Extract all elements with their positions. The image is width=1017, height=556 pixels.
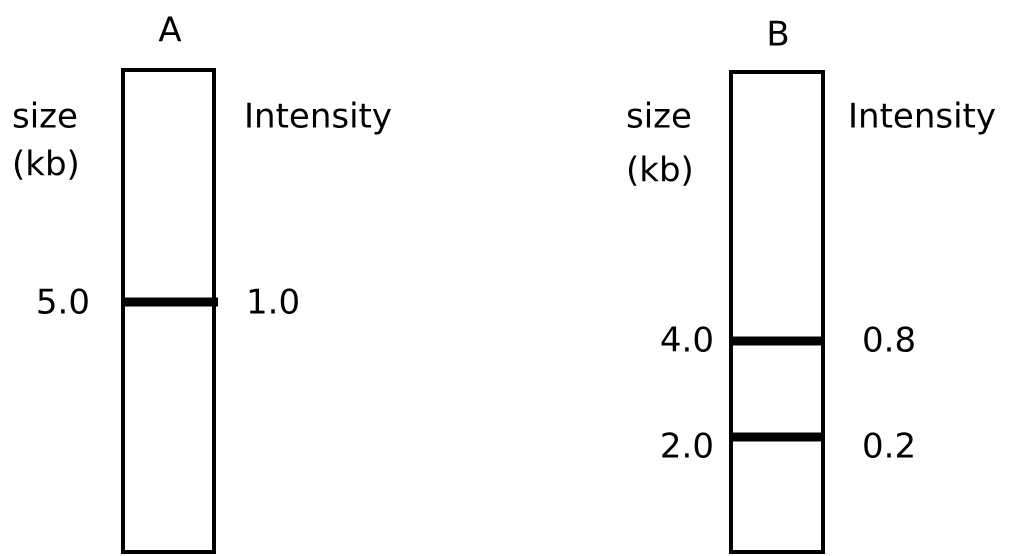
lane [123,70,214,552]
lane-title: B [766,15,789,55]
lane-title: A [158,11,181,51]
gel-diagram: A size (kb) Intensity 5.0 1.0 B size (kb… [0,0,1017,556]
intensity-header: Intensity [244,97,392,137]
size-unit: (kb) [12,145,80,185]
size-header: size [626,97,692,137]
band-size: 2.0 [660,427,714,467]
size-unit: (kb) [626,151,694,191]
band-intensity: 0.2 [862,427,916,467]
band-size: 4.0 [660,321,714,361]
lane [731,72,823,552]
band-intensity: 1.0 [246,283,300,323]
band-size: 5.0 [36,283,90,323]
size-header: size [12,97,78,137]
band-intensity: 0.8 [862,321,916,361]
intensity-header: Intensity [848,97,996,137]
